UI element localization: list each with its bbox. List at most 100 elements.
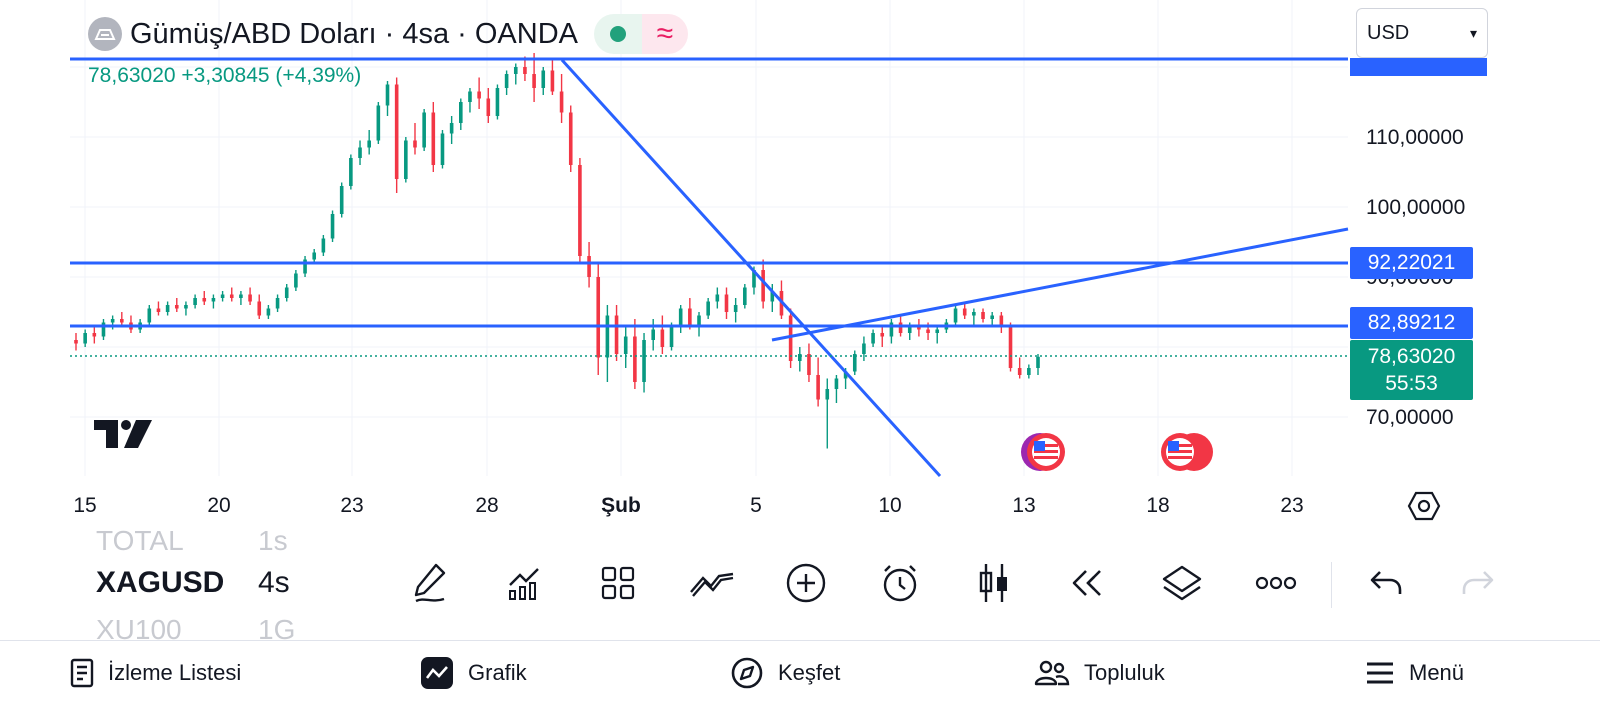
market-open-icon[interactable] — [594, 14, 642, 54]
alarm-icon[interactable] — [877, 560, 923, 606]
replay-icon[interactable] — [1065, 560, 1111, 606]
candle-body — [623, 336, 628, 354]
candle-body — [1036, 356, 1040, 368]
candle — [825, 378, 830, 449]
symbol-header[interactable]: Gümüş/ABD Doları · 4sa · OANDA ≈ — [70, 10, 688, 58]
candle — [165, 301, 170, 316]
top-line-badge — [1350, 58, 1487, 76]
candle — [797, 347, 802, 372]
candle — [1008, 322, 1013, 372]
candle — [147, 305, 152, 326]
indicators-icon[interactable] — [501, 560, 547, 606]
candle-body — [651, 329, 655, 340]
candle-body — [184, 305, 188, 309]
last-price-badge[interactable]: 78,63020 55:53 — [1350, 340, 1473, 400]
chevron-down-icon: ▾ — [1469, 24, 1477, 41]
nav-explore[interactable]: Keşfet — [730, 655, 840, 691]
candle — [303, 256, 307, 277]
time-label: Şub — [601, 494, 641, 517]
candle-body — [101, 322, 106, 337]
candle — [917, 319, 921, 337]
candle — [339, 182, 344, 218]
time-label: 18 — [1146, 494, 1170, 517]
us-event-icon[interactable] — [1161, 433, 1213, 471]
active-symbol[interactable]: XAGUSD — [96, 566, 225, 599]
candle-body — [248, 294, 252, 302]
drawing-tools-icon[interactable] — [689, 560, 735, 606]
pencil-icon[interactable] — [407, 560, 453, 606]
candle-body — [202, 298, 207, 302]
add-icon[interactable] — [783, 560, 829, 606]
candle-body — [761, 270, 765, 302]
downtrend-line[interactable] — [560, 58, 942, 478]
candle — [184, 301, 188, 316]
candle-body — [174, 305, 179, 309]
resistance-price-badge[interactable]: 92,22021 — [1350, 247, 1473, 279]
candle-body — [660, 329, 665, 347]
watchlist-timeframe[interactable]: 1s — [258, 525, 288, 551]
nav-watchlist[interactable]: İzleme Listesi — [70, 655, 241, 691]
watchlist-timeframe[interactable]: 1G — [258, 614, 296, 640]
candle — [513, 63, 518, 85]
economic-events[interactable] — [1021, 433, 1213, 471]
us-event-icon[interactable] — [1021, 433, 1065, 471]
candle — [1027, 364, 1031, 379]
chart-grid — [70, 0, 1348, 476]
candle — [761, 259, 765, 309]
candle — [83, 329, 87, 347]
compass-icon — [730, 656, 764, 690]
redo-icon[interactable] — [1458, 560, 1498, 606]
candle-body — [678, 308, 683, 326]
candle-type-icon[interactable] — [971, 560, 1017, 606]
support-price-badge[interactable]: 82,89212 — [1350, 307, 1473, 339]
more-icon[interactable] — [1253, 560, 1299, 606]
time-label: 15 — [73, 494, 97, 517]
candle-body — [990, 315, 994, 319]
candle — [367, 130, 371, 155]
candle-body — [321, 238, 326, 253]
price-chart[interactable] — [0, 0, 1600, 520]
candle-body — [889, 322, 894, 337]
candle — [688, 298, 692, 330]
candle — [578, 158, 582, 263]
candle — [459, 98, 463, 130]
layout-grid-icon[interactable] — [595, 560, 641, 606]
candle — [294, 270, 298, 291]
symbol-title[interactable]: Gümüş/ABD Doları · 4sa · OANDA — [130, 17, 578, 50]
status-pills[interactable]: ≈ — [594, 14, 688, 54]
active-timeframe[interactable]: 4s — [258, 566, 290, 599]
nav-community[interactable]: Topluluk — [1034, 655, 1165, 691]
currency-select[interactable]: USD ▾ — [1356, 8, 1488, 58]
candle-body — [477, 91, 481, 99]
candle — [550, 60, 555, 95]
candle — [660, 315, 665, 354]
time-label: 20 — [207, 494, 231, 517]
candle-body — [752, 270, 756, 288]
watchlist-symbol[interactable]: TOTAL — [96, 525, 184, 551]
candle — [239, 291, 243, 305]
chart-settings-icon[interactable] — [1406, 488, 1442, 529]
nav-chart[interactable]: Grafik — [420, 655, 527, 691]
candle-body — [770, 291, 775, 302]
candle-body — [633, 336, 637, 382]
candle — [999, 312, 1004, 333]
data-delay-icon[interactable]: ≈ — [642, 14, 688, 54]
candle-body — [367, 140, 371, 148]
candle-body — [587, 256, 591, 277]
nav-chart-label: Grafik — [468, 660, 527, 685]
time-label: 23 — [1280, 494, 1304, 517]
layers-icon[interactable] — [1159, 560, 1205, 606]
candle — [468, 88, 472, 113]
candle — [349, 154, 353, 190]
nav-menu[interactable]: Menü — [1365, 655, 1464, 691]
candle — [129, 315, 133, 333]
undo-icon[interactable] — [1363, 560, 1409, 606]
tradingview-logo — [94, 420, 154, 455]
drawings-layer[interactable] — [70, 57, 1349, 478]
candle — [193, 294, 197, 309]
candle-body — [92, 333, 97, 337]
watchlist-icon — [70, 658, 94, 688]
candle — [587, 242, 591, 288]
watchlist-symbol[interactable]: XU100 — [96, 614, 182, 640]
uptrend-line[interactable] — [771, 227, 1349, 342]
